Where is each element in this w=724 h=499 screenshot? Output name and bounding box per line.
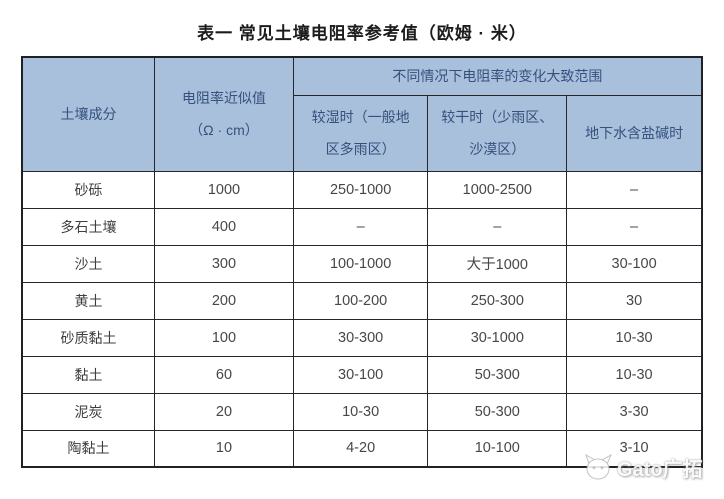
table-row: 砂质黏土 100 30-300 30-1000 10-30 xyxy=(21,318,703,357)
cell-soil: 泥炭 xyxy=(21,392,156,431)
cell-dry: 30-1000 xyxy=(427,318,568,357)
cell-soil: 多石土壤 xyxy=(21,207,156,246)
cell-wet: 10-30 xyxy=(292,392,429,431)
cell-saline: 10-30 xyxy=(566,318,703,357)
cell-dry: – xyxy=(427,207,568,246)
cell-soil: 沙土 xyxy=(21,244,156,283)
cell-saline: 30 xyxy=(566,281,703,320)
cell-soil: 黄土 xyxy=(21,281,156,320)
cell-approx: 10 xyxy=(154,429,294,468)
cell-approx: 20 xyxy=(154,392,294,431)
header-dry-line2: 沙漠区） xyxy=(469,141,526,157)
header-dry-line1: 较干时（少雨区、 xyxy=(441,109,554,125)
header-dry-condition: 较干时（少雨区、 沙漠区） xyxy=(427,94,568,172)
cell-soil: 陶黏土 xyxy=(21,429,156,468)
cell-soil: 砂砾 xyxy=(21,170,156,209)
cell-approx: 400 xyxy=(154,207,294,246)
table-row: 砂砾 1000 250-1000 1000-2500– xyxy=(21,170,703,209)
cell-wet: – xyxy=(292,207,429,246)
header-soil-label: 土壤成分 xyxy=(60,106,117,123)
cell-wet: 250-1000 xyxy=(292,170,429,209)
cell-saline: 10-30 xyxy=(566,355,703,394)
cell-dry: 大于1000 xyxy=(427,244,568,283)
header-soil-composition: 土壤成分 xyxy=(21,56,156,172)
table-row: 黏土 60 30-100 50-300 10-30 xyxy=(21,355,703,394)
cell-approx: 100 xyxy=(154,318,294,357)
cell-soil: 砂质黏土 xyxy=(21,318,156,357)
header-wet-condition: 较湿时（一般地 区多雨区） xyxy=(292,94,429,172)
cell-wet: 30-100 xyxy=(292,355,429,394)
table-row: 黄土 200 100-200 250-300 30 xyxy=(21,281,703,320)
cell-dry: 50-300 xyxy=(427,392,568,431)
header-approx-line1: 电阻率近似值 xyxy=(181,90,266,107)
table-row: 泥炭 20 10-30 50-300 3-30 xyxy=(21,392,703,431)
cell-dry: 1000-2500 xyxy=(427,170,568,209)
table-row: 陶黏土 10 4-20 10-100 3-10 xyxy=(21,429,703,468)
cell-wet: 100-200 xyxy=(292,281,429,320)
cell-dry: 50-300 xyxy=(427,355,568,394)
table-title: 表一 常见土壤电阻率参考值（欧姆 · 米） xyxy=(197,24,527,43)
cell-wet: 30-300 xyxy=(292,318,429,357)
cell-dry: 250-300 xyxy=(427,281,568,320)
soil-resistivity-table: 土壤成分 电阻率近似值 （Ω · cm） 不同情况下电阻率的变化大致范围 较湿时… xyxy=(21,56,703,468)
cell-wet: 4-20 xyxy=(292,429,429,468)
table-row: 多石土壤 400– – – xyxy=(21,207,703,246)
table-header: 土壤成分 电阻率近似值 （Ω · cm） 不同情况下电阻率的变化大致范围 较湿时… xyxy=(21,56,703,172)
header-wet-line2: 区多雨区） xyxy=(325,141,396,157)
header-saline-condition: 地下水含盐碱时 xyxy=(566,94,703,172)
cell-saline: 30-100 xyxy=(566,244,703,283)
cell-saline: 3-10 xyxy=(566,429,703,468)
cell-approx: 60 xyxy=(154,355,294,394)
cell-dry: 10-100 xyxy=(427,429,568,468)
header-approx-line2: （Ω · cm） xyxy=(189,122,259,139)
cell-soil: 黏土 xyxy=(21,355,156,394)
header-wet-line1: 较湿时（一般地 xyxy=(311,109,410,125)
header-approx-resistivity: 电阻率近似值 （Ω · cm） xyxy=(154,56,294,172)
cell-saline: 3-30 xyxy=(566,392,703,431)
cell-wet: 100-1000 xyxy=(292,244,429,283)
cell-approx: 1000 xyxy=(154,170,294,209)
cell-saline: – xyxy=(566,207,703,246)
cell-approx: 300 xyxy=(154,244,294,283)
cell-approx: 200 xyxy=(154,281,294,320)
table-body: 砂砾 1000 250-1000 1000-2500– 多石土壤 400– – – 沙土 300 1… xyxy=(21,170,703,468)
header-range-span: 不同情况下电阻率的变化大致范围 xyxy=(292,56,703,96)
cell-saline: – xyxy=(566,170,703,209)
table-row: 沙土 300 100-1000 大于1000 30-100 xyxy=(21,244,703,283)
